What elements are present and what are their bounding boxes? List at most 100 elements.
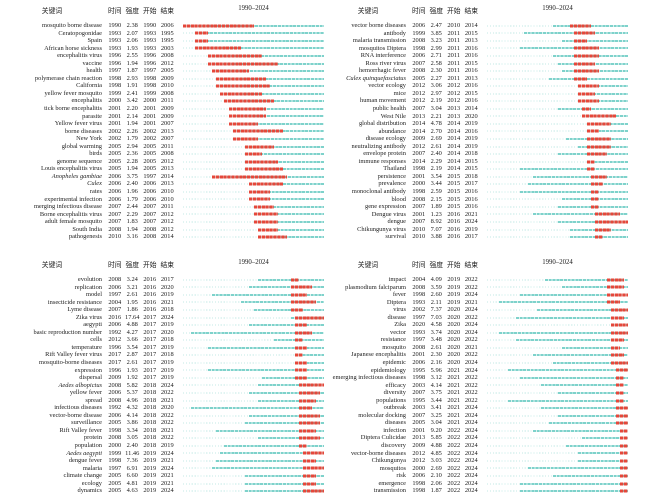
strength-value: 1.79	[126, 135, 138, 143]
presence-line	[253, 308, 324, 311]
burst-bar	[586, 129, 599, 133]
pre-appearance-line	[487, 93, 579, 95]
burst-row: Louis encephalitis virus 2005 1.94 2005 …	[2, 165, 330, 173]
begin-value: 2017	[143, 374, 157, 382]
pre-appearance-line	[487, 183, 529, 185]
burst-bar	[294, 316, 324, 319]
end-value: 1995	[160, 29, 174, 37]
keyword-label: yellow fever	[69, 389, 102, 397]
year-value: 1996	[108, 343, 122, 351]
burst-timeline	[183, 165, 324, 173]
burst-row: surveillance 2005 3.86 2018 2022	[2, 419, 330, 427]
strength-value: 2.61	[126, 291, 138, 299]
begin-value: 2019	[143, 457, 157, 465]
burst-row: Japanese encephalitis 2001 2.30 2020 202…	[330, 351, 650, 359]
burst-bar	[299, 429, 316, 433]
end-value: 2015	[464, 89, 478, 97]
year-value: 2008	[412, 67, 426, 75]
burst-row: Ross river virus 2007 2.58 2011 2015	[330, 60, 650, 68]
burst-row: vector ecology 2012 3.06 2012 2016	[330, 82, 650, 90]
keyword-label: disease	[387, 313, 406, 321]
end-value: 2020	[160, 404, 174, 412]
keyword-label: public health	[372, 105, 406, 113]
burst-bar	[207, 54, 262, 58]
keyword-label: diseases	[385, 419, 406, 427]
end-value: 2012	[160, 157, 174, 165]
burst-row: Borne encephalitis virus 2007 2.29 2007 …	[2, 211, 330, 219]
year-value: 2017	[108, 359, 122, 367]
burst-bar	[257, 228, 279, 232]
strength-value: 6.91	[126, 464, 138, 472]
end-value: 2010	[160, 195, 174, 203]
burst-bar	[299, 383, 324, 387]
pre-appearance-line	[183, 407, 192, 409]
burst-row: populations 1995 3.44 2021 2022	[330, 397, 650, 405]
burst-timeline	[487, 196, 628, 204]
begin-value: 2022	[447, 442, 461, 450]
year-value: 1997	[108, 67, 122, 75]
end-value: 2024	[464, 457, 478, 465]
end-value: 2024	[464, 487, 478, 495]
column-header-end: 结束	[160, 8, 175, 16]
pre-appearance-line	[183, 332, 192, 334]
presence-line	[253, 213, 324, 216]
strength-value: 4.14	[430, 381, 442, 389]
end-value: 2016	[464, 82, 478, 90]
pre-appearance-line	[183, 490, 246, 492]
year-value: 2004	[108, 298, 122, 306]
presence-line	[220, 92, 324, 95]
year-value: 2006	[108, 283, 122, 291]
strength-value: 2.30	[430, 351, 442, 359]
end-value: 2019	[464, 225, 478, 233]
year-value: 1996	[108, 52, 122, 60]
end-value: 2010	[160, 82, 174, 90]
keyword-label: Rift Valley fever	[59, 426, 102, 434]
year-value: 1997	[412, 336, 426, 344]
presence-line	[207, 369, 324, 372]
burst-row: ecology 2005 4.81 2019 2021	[2, 480, 330, 488]
year-value: 1992	[108, 404, 122, 412]
pre-appearance-line	[183, 130, 233, 132]
burst-timeline	[487, 389, 628, 397]
presence-line	[532, 354, 628, 357]
end-value: 2024	[464, 442, 478, 450]
burst-timeline	[183, 412, 324, 420]
pre-appearance-line	[183, 377, 262, 379]
burst-row: cells 2012 3.66 2017 2018	[2, 336, 330, 344]
end-value: 2024	[464, 218, 478, 226]
strength-value: 4.78	[430, 120, 442, 128]
end-value: 2019	[160, 291, 174, 299]
year-value: 1993	[108, 44, 122, 52]
burst-timeline	[183, 105, 324, 113]
burst-row: malaria transmission 2008 3.23 2011 2013	[330, 37, 650, 45]
strength-value: 2.41	[126, 89, 138, 97]
year-value: 2003	[412, 381, 426, 389]
keyword-label: vaccine	[82, 59, 102, 67]
burst-row: Zika 2020 4.58 2020 2024	[330, 321, 650, 329]
year-value: 2001	[412, 172, 426, 180]
presence-line	[232, 137, 324, 140]
keyword-label: virus	[393, 306, 406, 314]
burst-bar	[611, 323, 628, 327]
year-value: 2000	[108, 97, 122, 105]
presence-line	[249, 324, 324, 327]
begin-value: 2011	[447, 52, 461, 60]
burst-timeline	[183, 52, 324, 60]
burst-bar	[619, 474, 628, 478]
end-value: 2012	[160, 210, 174, 218]
burst-timeline	[487, 344, 628, 352]
begin-value: 2017	[143, 359, 157, 367]
keyword-label: California	[76, 82, 102, 90]
begin-value: 2011	[447, 59, 461, 67]
burst-timeline	[487, 90, 628, 98]
panel-top-left: 关键词 时间 强度 开始 结束 1990–2024 mosquito borne…	[2, 0, 330, 250]
end-value: 2024	[160, 464, 174, 472]
burst-row: New York 2002 1.79 2002 2007	[2, 135, 330, 143]
keyword-label: envelope protein	[363, 150, 406, 158]
burst-row: model 1997 2.61 2016 2019	[2, 291, 330, 299]
begin-value: 2021	[447, 389, 461, 397]
burst-timeline	[183, 329, 324, 337]
year-value: 2008	[108, 396, 122, 404]
pre-appearance-line	[183, 55, 208, 57]
keyword-label: populations	[376, 396, 406, 404]
